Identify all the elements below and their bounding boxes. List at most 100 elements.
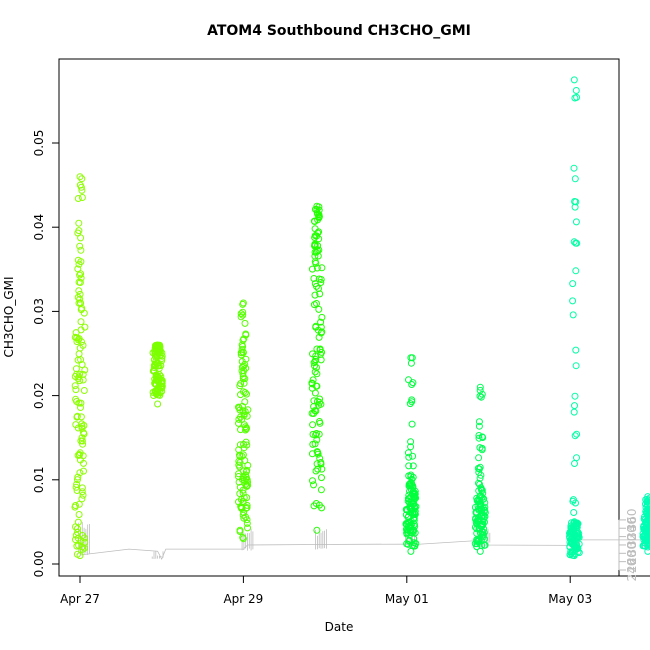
y-axis: 0.00 0.01 0.02 0.03 0.04 0.05: [32, 130, 60, 577]
data-point: [243, 519, 251, 527]
data-point: [243, 482, 251, 490]
data-point: [311, 357, 319, 365]
y2-tick-label: 300: [625, 534, 639, 557]
data-point: [78, 488, 86, 496]
data-point: [239, 311, 247, 319]
data-point: [74, 451, 82, 459]
data-point: [572, 499, 579, 507]
data-point: [314, 465, 322, 473]
series-flight-2: [149, 341, 166, 408]
data-point: [317, 323, 325, 331]
data-point: [310, 403, 318, 411]
data-point: [240, 362, 248, 370]
data-point: [77, 318, 85, 326]
data-point: [75, 350, 83, 358]
data-point: [310, 502, 318, 510]
data-point: [310, 217, 318, 225]
data-point: [569, 297, 577, 305]
data-point: [81, 366, 89, 374]
data-point: [80, 467, 87, 475]
data-point: [573, 430, 581, 438]
data-point: [317, 318, 325, 326]
data-point: [77, 234, 85, 242]
data-point: [571, 432, 579, 440]
data-point: [402, 511, 410, 519]
data-point: [73, 487, 81, 494]
data-point: [78, 361, 86, 369]
data-point: [408, 420, 416, 428]
data-point: [75, 287, 83, 295]
data-point: [71, 333, 79, 341]
data-point: [243, 494, 251, 502]
data-point-max: [76, 173, 84, 181]
data-point: [315, 246, 323, 254]
data-point: [405, 462, 413, 470]
data-point: [238, 367, 246, 375]
data-point: [237, 313, 245, 321]
data-point: [476, 474, 484, 482]
data-point: [309, 477, 316, 485]
data-point: [317, 279, 325, 286]
data-point-min: [570, 552, 578, 560]
y2-tick-label: 360: [625, 508, 639, 531]
data-point: [244, 461, 252, 469]
data-point: [241, 375, 249, 383]
data-point: [76, 242, 84, 250]
data-point: [477, 516, 485, 524]
data-point: [405, 453, 413, 461]
data-point: [571, 175, 579, 183]
data-point: [237, 503, 245, 511]
data-point: [313, 460, 321, 468]
data-point: [77, 274, 85, 282]
data-point: [313, 436, 321, 444]
data-point: [570, 408, 578, 416]
data-point: [236, 526, 244, 534]
data-point: [409, 452, 417, 460]
y-tick-label: 0.05: [32, 130, 46, 157]
data-point: [478, 390, 486, 398]
data-point: [240, 440, 247, 448]
data-point: [75, 299, 83, 307]
data-point: [477, 393, 485, 401]
data-point: [318, 264, 326, 272]
data-point: [475, 418, 483, 426]
data-point: [310, 481, 317, 489]
data-point: [244, 524, 251, 532]
data-point: [645, 509, 650, 517]
data-point: [240, 494, 248, 502]
series-flight-5: [402, 354, 420, 555]
data-point: [575, 549, 583, 557]
data-point: [155, 364, 163, 372]
data-point: [407, 438, 415, 446]
data-point: [77, 399, 85, 407]
data-point: [311, 440, 319, 448]
data-point: [241, 408, 249, 415]
series-flight-3: [235, 299, 252, 543]
data-point-max: [570, 76, 578, 84]
data-point: [408, 381, 416, 388]
data-point: [240, 379, 248, 387]
data-point: [575, 533, 583, 541]
data-point: [404, 449, 412, 457]
data-point: [318, 328, 326, 336]
data-point: [571, 402, 578, 410]
data-point: [72, 395, 80, 403]
y-tick-label: 0.04: [32, 214, 46, 241]
data-point: [408, 496, 416, 504]
plot-region: [71, 76, 650, 561]
data-point: [243, 390, 250, 398]
plot-frame: [58, 58, 620, 577]
data-point: [77, 356, 85, 364]
data-point: [647, 527, 650, 535]
data-point: [573, 454, 580, 462]
data-point: [477, 471, 485, 479]
data-point: [570, 238, 578, 246]
data-point: [78, 175, 86, 183]
data-point: [78, 495, 86, 503]
data-point: [404, 519, 412, 527]
data-point: [646, 520, 650, 528]
data-point: [409, 462, 417, 470]
data-point: [73, 413, 81, 421]
